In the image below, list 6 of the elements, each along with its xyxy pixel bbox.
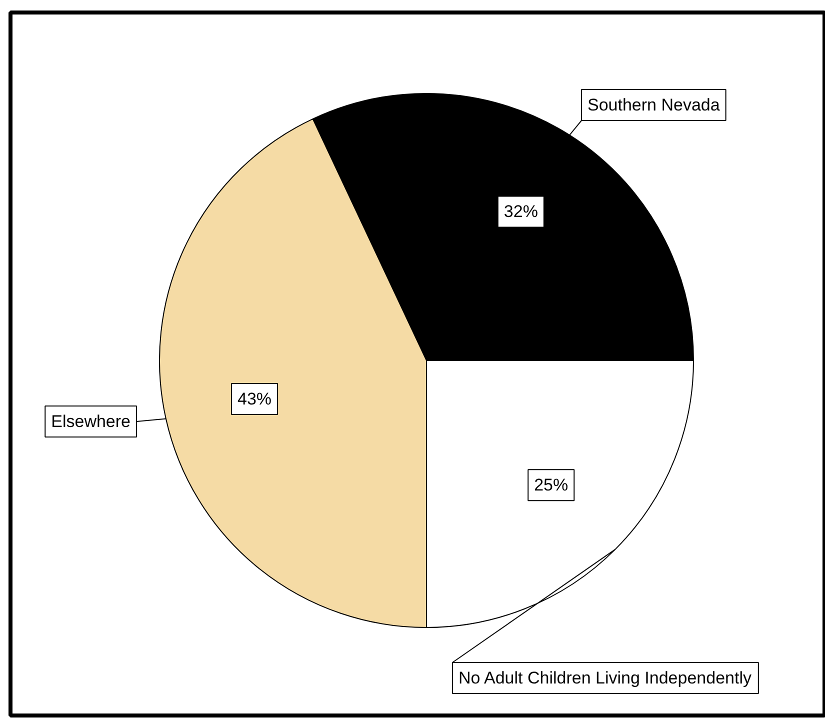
data-label: 43% bbox=[238, 389, 272, 408]
slice-label: No Adult Children Living Independently bbox=[458, 668, 752, 688]
slice-label: Elsewhere bbox=[51, 412, 131, 431]
slice-label: Southern Nevada bbox=[588, 96, 720, 114]
data-label: 32% bbox=[504, 202, 538, 222]
data-label: 25% bbox=[534, 476, 568, 495]
